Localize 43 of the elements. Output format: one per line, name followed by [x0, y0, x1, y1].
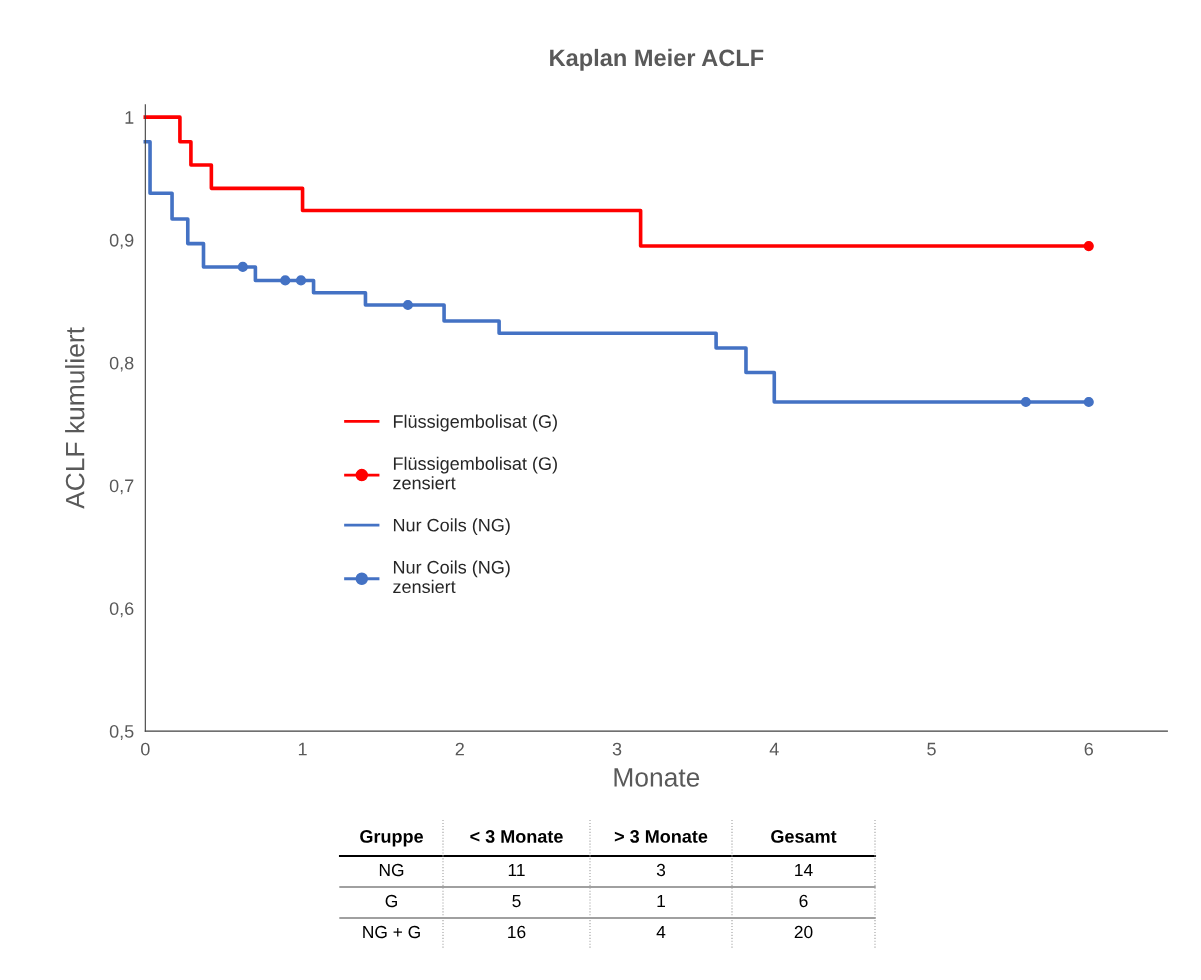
y-tick-label: 0,7	[109, 479, 134, 495]
x-tick-label: 3	[612, 742, 622, 756]
y-axis-title: ACLF kumuliert	[65, 327, 85, 509]
chart-title: Kaplan Meier ACLF	[550, 48, 764, 71]
text: > 3 Monate	[614, 830, 708, 843]
text: 3	[656, 863, 666, 877]
point	[1083, 240, 1094, 252]
legend-label: Nur Coils (NG)	[393, 518, 510, 536]
text: NG	[379, 863, 404, 877]
point	[280, 275, 291, 286]
x-tick-label: 4	[769, 742, 779, 756]
x-tick-label: 0	[141, 742, 150, 756]
x-tick-label: 6	[1084, 742, 1093, 756]
point	[1083, 396, 1094, 408]
text: 6	[799, 894, 808, 908]
x-tick-label: 1	[298, 742, 307, 756]
text: 1	[657, 895, 665, 907]
text: < 3 Monate	[470, 830, 563, 843]
point	[237, 261, 248, 273]
text: Gesamt	[771, 830, 837, 843]
point	[1020, 396, 1031, 408]
text: Gruppe	[360, 830, 423, 847]
text: 5	[512, 895, 521, 908]
legend-label: Nur Coils (NG) zensiert	[393, 560, 510, 594]
y-tick-label: 0,9	[109, 233, 134, 249]
text: 11	[508, 864, 525, 876]
point	[295, 275, 307, 286]
text: NG + G	[363, 925, 420, 939]
point	[402, 299, 413, 311]
text: 16	[508, 925, 526, 939]
y-tick-label: 0,6	[109, 602, 134, 618]
x-tick-label: 5	[927, 742, 936, 756]
x-axis-title: Monate	[614, 768, 700, 787]
text: G	[385, 894, 397, 908]
y-tick-label: 1	[125, 111, 134, 124]
legend-label: Flüssigembolisat (G)	[393, 414, 557, 432]
text: 14	[795, 864, 813, 876]
text: 20	[794, 925, 813, 939]
y-tick-label: 0,5	[109, 725, 134, 740]
x-tick-label: 2	[455, 742, 464, 756]
y-tick-label: 0,8	[109, 356, 134, 372]
text: 4	[656, 926, 666, 938]
legend-label: Flüssigembolisat (G) zensiert	[393, 456, 557, 490]
